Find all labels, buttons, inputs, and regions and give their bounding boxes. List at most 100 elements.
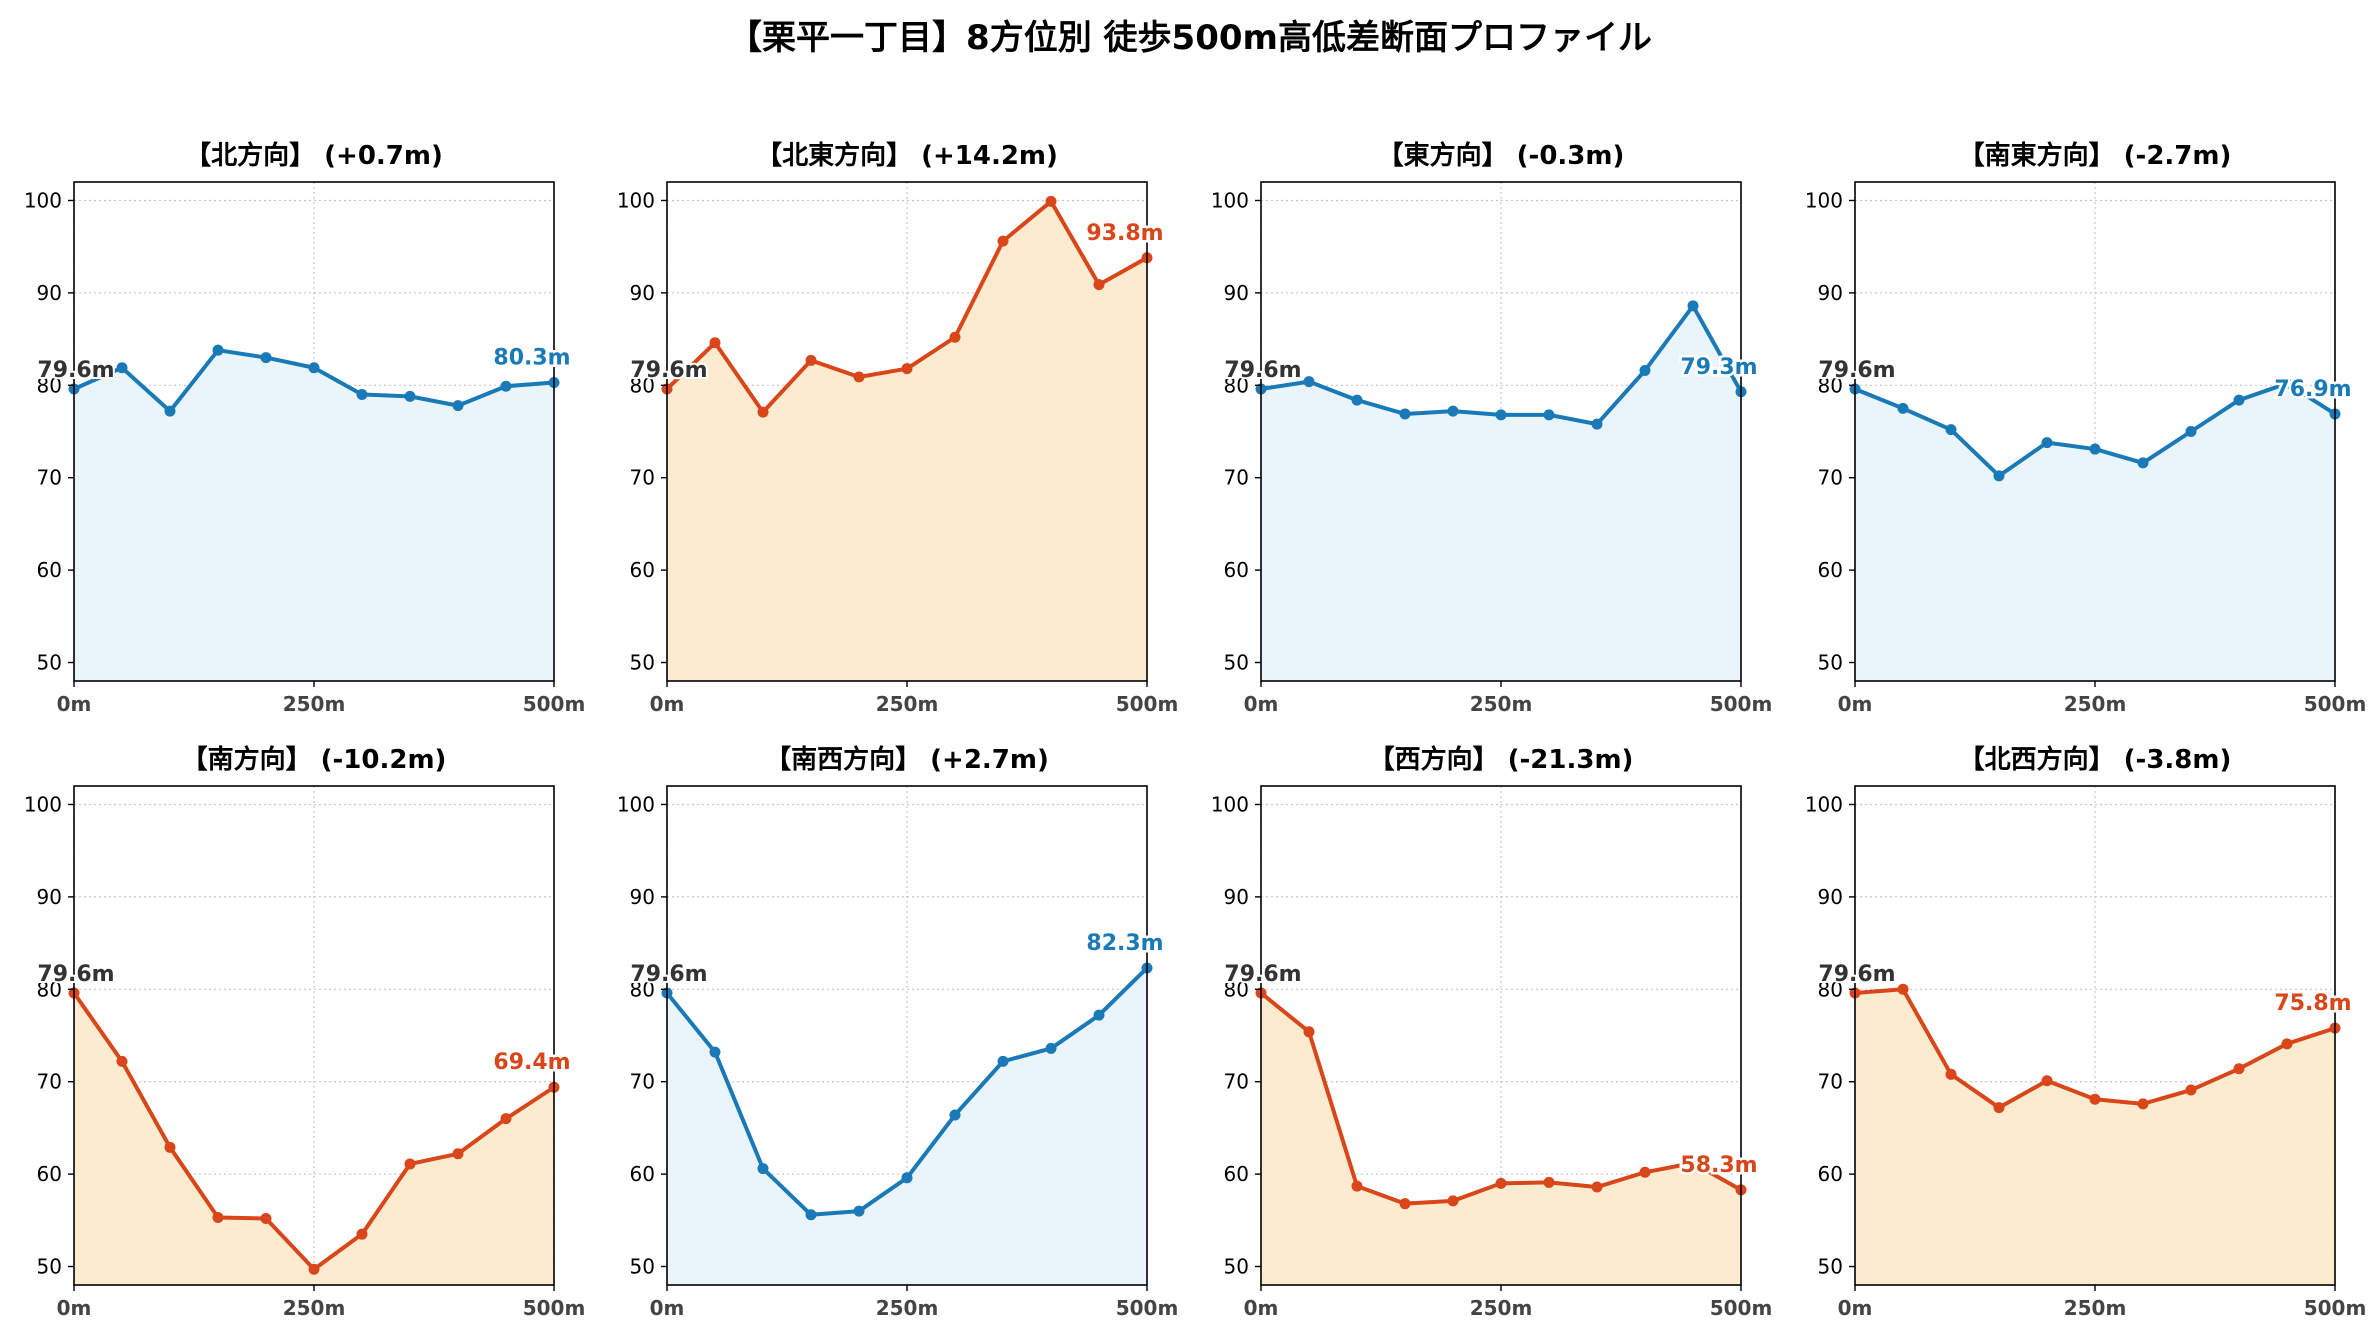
data-point: [997, 235, 1009, 247]
y-tick-label: 100: [1211, 188, 1249, 212]
data-point: [1495, 409, 1507, 421]
end-value-label: 75.8m: [2274, 991, 2351, 1016]
x-tick-label: 250m: [876, 692, 939, 716]
data-point: [1399, 1198, 1411, 1210]
data-point: [116, 1055, 128, 1067]
data-point: [757, 406, 769, 418]
x-tick-label: 0m: [650, 692, 685, 716]
y-tick-label: 60: [630, 1162, 655, 1186]
y-tick-label: 70: [1224, 1070, 1249, 1094]
x-tick-label: 0m: [1244, 1296, 1279, 1320]
y-tick-label: 50: [630, 1255, 655, 1279]
data-point: [404, 1158, 416, 1170]
chart-title: 【北東方向】 (+14.2m): [756, 140, 1058, 171]
data-point: [853, 1205, 865, 1217]
y-tick-label: 70: [1224, 466, 1249, 490]
y-tick-label: 80: [1818, 373, 1843, 397]
start-value-label: 79.6m: [1818, 962, 1895, 987]
chart-panel-7: 【西方向】 (-21.3m) 50 60 70 80 90 100 0m 250m 500m 79.…: [1211, 744, 1772, 1320]
y-tick-label: 50: [37, 651, 62, 675]
area-fill: [667, 201, 1147, 681]
y-tick-label: 90: [37, 885, 62, 909]
data-point: [1303, 376, 1315, 388]
y-tick-label: 70: [630, 466, 655, 490]
data-point: [1495, 1177, 1507, 1189]
chart-panel-3: 【東方向】 (-0.3m) 50 60 70 80 90 100 0m 250m 500m 79.6…: [1211, 140, 1772, 716]
chart-title: 【東方向】 (-0.3m): [1378, 140, 1625, 171]
end-value-label: 80.3m: [493, 346, 570, 371]
end-value-label: 58.3m: [1680, 1153, 1757, 1178]
y-tick-label: 90: [630, 885, 655, 909]
chart-title: 【北西方向】 (-3.8m): [1959, 744, 2232, 775]
data-point: [853, 371, 865, 383]
y-tick-label: 90: [1818, 281, 1843, 305]
data-point: [1093, 1009, 1105, 1021]
data-point: [1639, 365, 1651, 377]
y-tick-label: 60: [1224, 558, 1249, 582]
y-tick-label: 60: [1818, 558, 1843, 582]
y-tick-label: 80: [37, 977, 62, 1001]
start-value-label: 79.6m: [1818, 358, 1895, 383]
area-fill: [74, 992, 554, 1285]
y-tick-label: 50: [1818, 651, 1843, 675]
data-point: [805, 1209, 817, 1221]
data-point: [2137, 1098, 2149, 1110]
x-tick-label: 500m: [2304, 1296, 2367, 1320]
start-value-label: 79.6m: [37, 962, 114, 987]
start-value-label: 79.6m: [1224, 962, 1301, 987]
data-point: [212, 344, 224, 356]
x-tick-label: 0m: [650, 1296, 685, 1320]
data-point: [356, 389, 368, 401]
data-point: [2137, 457, 2149, 469]
y-tick-label: 90: [1818, 885, 1843, 909]
data-point: [2281, 1038, 2293, 1050]
data-point: [1897, 402, 1909, 414]
data-point: [1945, 1068, 1957, 1080]
y-tick-label: 100: [1211, 792, 1249, 816]
data-point: [164, 405, 176, 417]
data-point: [1447, 1195, 1459, 1207]
y-tick-label: 90: [1224, 281, 1249, 305]
y-tick-label: 80: [37, 373, 62, 397]
data-point: [212, 1212, 224, 1224]
y-tick-label: 80: [1224, 977, 1249, 1001]
y-tick-label: 70: [37, 466, 62, 490]
x-tick-label: 250m: [1470, 1296, 1533, 1320]
end-value-label: 79.3m: [1680, 355, 1757, 380]
x-tick-label: 250m: [2064, 692, 2127, 716]
x-tick-label: 250m: [283, 692, 346, 716]
page-title: 【栗平一丁目】8方位別 徒歩500m高低差断面プロファイル: [728, 18, 1652, 58]
x-tick-label: 0m: [1244, 692, 1279, 716]
data-point: [709, 337, 721, 349]
data-point: [500, 380, 512, 392]
x-tick-label: 500m: [1116, 692, 1179, 716]
data-point: [997, 1055, 1009, 1067]
y-tick-label: 90: [630, 281, 655, 305]
data-point: [2185, 426, 2197, 437]
data-point: [1351, 1180, 1363, 1192]
data-point: [949, 1109, 961, 1121]
area-fill: [1855, 383, 2335, 681]
chart-title: 【南西方向】 (+2.7m): [765, 744, 1049, 775]
y-tick-label: 50: [1224, 1255, 1249, 1279]
x-tick-label: 250m: [1470, 692, 1533, 716]
start-value-label: 79.6m: [630, 358, 707, 383]
data-point: [452, 1148, 464, 1160]
y-tick-label: 100: [1805, 188, 1843, 212]
data-point: [308, 362, 320, 374]
chart-panel-6: 【南西方向】 (+2.7m) 50 60 70 80 90 100 0m 250m 500m 79.…: [617, 744, 1178, 1320]
y-tick-label: 60: [37, 1162, 62, 1186]
data-point: [805, 354, 817, 366]
start-value-label: 79.6m: [1224, 358, 1301, 383]
y-tick-label: 70: [1818, 466, 1843, 490]
data-point: [757, 1163, 769, 1175]
data-point: [1045, 1042, 1057, 1054]
x-tick-label: 500m: [1710, 1296, 1773, 1320]
data-point: [2089, 443, 2101, 455]
data-point: [2233, 1063, 2245, 1075]
chart-title: 【西方向】 (-21.3m): [1369, 744, 1634, 775]
data-point: [901, 363, 913, 375]
x-tick-label: 0m: [57, 692, 92, 716]
y-tick-label: 100: [24, 792, 62, 816]
